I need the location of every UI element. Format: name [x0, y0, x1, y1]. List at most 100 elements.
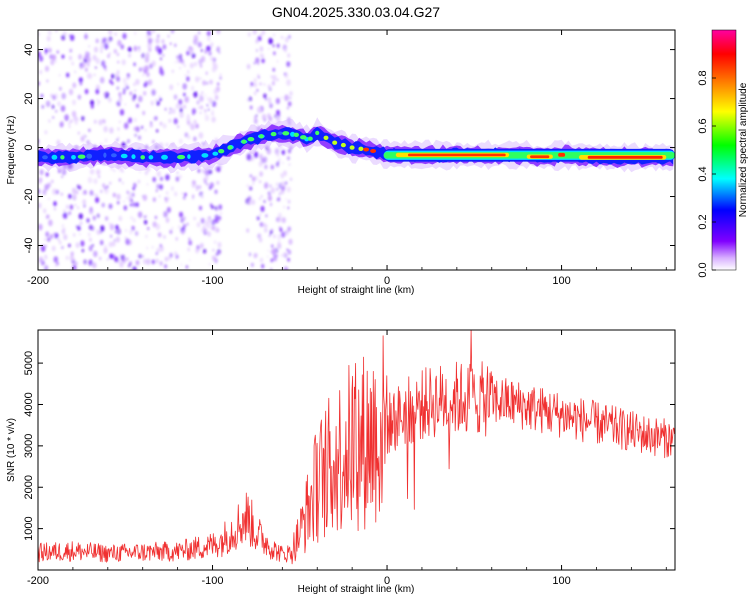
noise-blob	[116, 52, 120, 57]
noise-blob	[119, 254, 121, 257]
noise-blob	[133, 117, 137, 123]
noise-blob	[39, 55, 44, 62]
noise-blob	[281, 217, 286, 224]
noise-blob	[181, 229, 185, 235]
noise-blob	[206, 221, 211, 229]
noise-blob	[272, 255, 278, 262]
noise-blob	[98, 175, 101, 179]
noise-blob	[148, 79, 153, 86]
noise-blob	[162, 54, 165, 57]
noise-blob	[133, 182, 137, 188]
noise-blob	[155, 98, 158, 102]
snr-series-line	[38, 330, 675, 565]
noise-blob	[277, 216, 282, 223]
noise-blob	[40, 94, 44, 98]
noise-blob	[169, 107, 172, 111]
noise-blob	[249, 85, 252, 89]
spectrogram-y-tick-label: 0	[23, 144, 35, 150]
noise-blob	[203, 248, 207, 254]
noise-blob	[125, 229, 127, 232]
noise-blob	[141, 52, 146, 59]
noise-blob	[287, 156, 290, 160]
ridge-band-segment	[587, 155, 663, 159]
noise-blob	[257, 62, 260, 66]
noise-blob	[57, 238, 60, 242]
noise-blob	[162, 123, 167, 129]
noise-blob	[283, 266, 289, 270]
noise-blob	[177, 225, 181, 230]
noise-blob	[122, 77, 127, 84]
noise-blob	[170, 42, 172, 45]
noise-blob	[67, 212, 70, 216]
noise-blob	[187, 247, 191, 252]
noise-blob	[201, 195, 204, 199]
noise-blob	[61, 246, 64, 249]
noise-blob	[212, 226, 215, 230]
spectrogram-x-axis-title: Height of straight line (km)	[298, 285, 415, 296]
noise-blob	[214, 94, 219, 101]
noise-blob	[93, 46, 99, 53]
noise-blob	[55, 263, 58, 267]
noise-blob	[259, 46, 264, 52]
noise-blob	[281, 253, 284, 257]
noise-blob	[50, 234, 53, 237]
noise-blob	[55, 30, 58, 33]
noise-blob	[142, 110, 146, 116]
noise-blob	[212, 248, 215, 252]
noise-blob	[117, 39, 122, 47]
spectrogram-x-tick-label: -100	[202, 275, 224, 287]
noise-blob	[56, 139, 60, 145]
noise-blob	[51, 245, 56, 252]
ridge-band-segment	[530, 155, 550, 159]
noise-blob	[179, 66, 182, 70]
noise-blob	[209, 263, 211, 266]
ridge-highlight	[201, 153, 209, 158]
noise-blob	[65, 255, 69, 261]
noise-blob	[218, 204, 223, 210]
noise-blob	[261, 263, 265, 269]
noise-blob	[193, 61, 198, 67]
noise-blob	[207, 231, 212, 237]
noise-blob	[156, 183, 160, 189]
noise-blob	[285, 198, 287, 201]
ridge-highlights	[42, 130, 377, 160]
noise-blob	[211, 255, 216, 261]
noise-blob	[199, 64, 203, 68]
noise-blob	[168, 111, 171, 115]
noise-blob	[214, 206, 218, 211]
noise-blob	[275, 254, 278, 258]
noise-blob	[274, 114, 277, 119]
noise-blob	[117, 136, 120, 140]
noise-blob	[184, 74, 187, 77]
noise-blob	[126, 257, 129, 261]
noise-blob	[267, 84, 271, 90]
noise-blob	[105, 216, 109, 221]
noise-blob	[69, 48, 73, 53]
noise-blob	[248, 96, 252, 102]
noise-blob	[269, 103, 273, 109]
noise-blob	[217, 82, 220, 86]
noise-blob	[68, 88, 74, 96]
snr-frame	[37, 329, 676, 571]
noise-blob	[66, 72, 70, 78]
noise-blob	[267, 113, 271, 119]
snr-x-tick-label: -200	[27, 575, 49, 587]
ridge-highlight	[77, 154, 86, 159]
noise-blob	[128, 191, 132, 197]
noise-blob	[54, 232, 59, 239]
noise-blob	[133, 82, 136, 87]
noise-blob	[61, 175, 63, 178]
noise-blob	[143, 258, 147, 265]
ridge-highlight	[218, 149, 225, 154]
noise-blob	[270, 75, 273, 79]
noise-blob	[119, 261, 124, 268]
noise-blob	[124, 103, 127, 106]
snr-x-tick-label: -100	[202, 575, 224, 587]
noise-blob	[48, 219, 53, 227]
noise-blob	[109, 79, 113, 84]
noise-blob	[93, 119, 97, 124]
noise-blob	[121, 59, 126, 66]
noise-blob	[137, 48, 141, 53]
noise-blob	[62, 212, 68, 219]
ridge-highlight	[270, 131, 277, 137]
